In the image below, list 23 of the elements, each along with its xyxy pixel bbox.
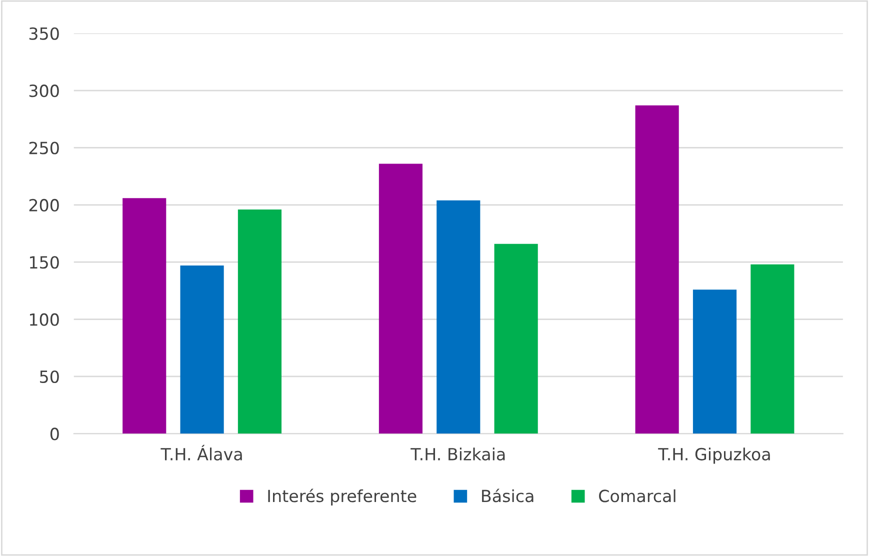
y-tick-label: 350 (29, 27, 59, 40)
x-tick-label: T.H. Bizkaia (410, 448, 505, 460)
y-tick-label: 250 (29, 142, 59, 154)
y-tick-label: 100 (30, 313, 59, 326)
bar (238, 210, 282, 434)
legend-label: Básica (482, 488, 534, 502)
bar (436, 200, 480, 434)
x-tick-label: T.H. Álava (160, 444, 242, 460)
y-tick-label: 300 (29, 84, 59, 98)
y-tick-label: 150 (30, 256, 59, 269)
legend-label: Interés preferente (268, 488, 416, 506)
y-tick-label: 0 (50, 428, 59, 440)
bar (378, 164, 423, 434)
bar (750, 264, 794, 434)
bar (494, 244, 538, 434)
legend-label: Comarcal (599, 489, 676, 502)
y-tick-label: 200 (29, 198, 59, 212)
bar (122, 198, 166, 434)
bar (635, 105, 679, 434)
x-tick-label: T.H. Gipuzkoa (658, 448, 770, 464)
y-tick-label: 50 (40, 370, 59, 384)
bar (692, 290, 737, 434)
bar (180, 266, 224, 434)
